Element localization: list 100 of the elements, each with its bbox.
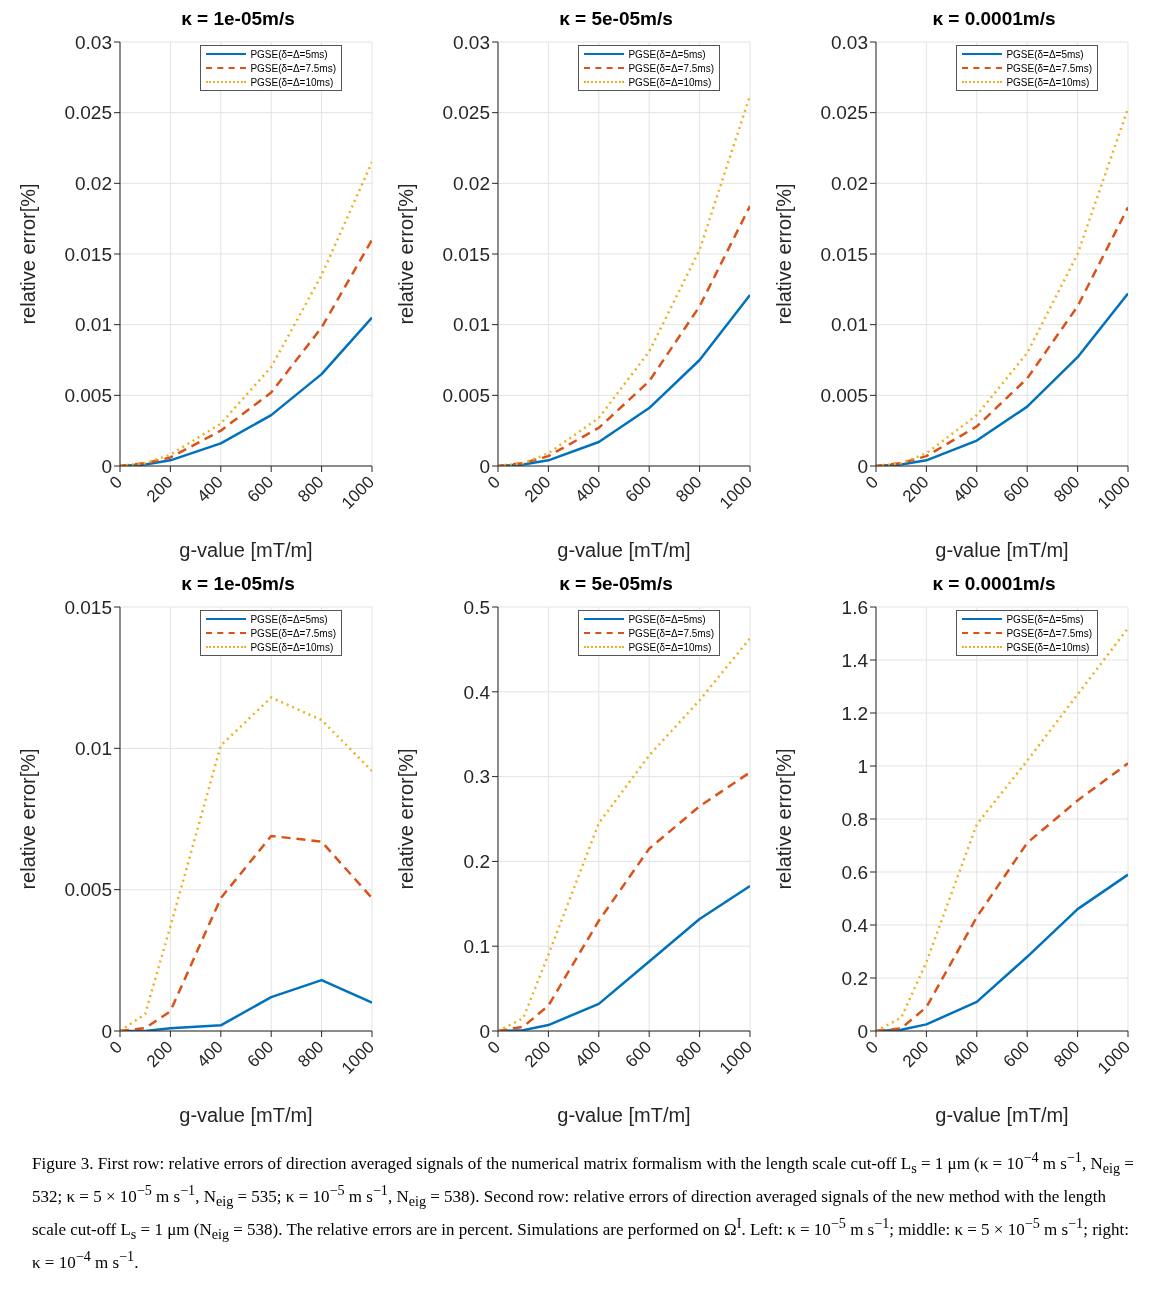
y-tick-label: 0.03 <box>831 31 868 53</box>
x-tick-label: 600 <box>999 472 1034 507</box>
y-tick-label: 0.02 <box>831 173 868 195</box>
legend-label: PGSE(δ=Δ=7.5ms) <box>1006 627 1092 639</box>
y-tick-label: 1.4 <box>841 649 869 671</box>
chart-title: κ = 1e-05m/s <box>181 573 295 594</box>
legend-label: PGSE(δ=Δ=10ms) <box>250 76 334 88</box>
y-tick-label: 0.8 <box>841 808 868 830</box>
legend-label: PGSE(δ=Δ=5ms) <box>628 613 706 625</box>
x-tick-label: 200 <box>142 472 177 507</box>
legend-label: PGSE(δ=Δ=10ms) <box>628 641 712 653</box>
y-tick-label: 0.015 <box>820 243 868 265</box>
x-tick-label: 600 <box>243 1037 278 1072</box>
chart-title: κ = 5e-05m/s <box>559 573 673 594</box>
x-tick-label: 800 <box>672 1037 706 1072</box>
y-axis-title: relative error[%] <box>773 183 796 325</box>
y-tick-label: 0.3 <box>463 766 490 788</box>
chart-title: κ = 1e-05m/s <box>181 8 295 29</box>
y-tick-label: 0 <box>101 1020 112 1042</box>
legend-label: PGSE(δ=Δ=10ms) <box>1006 641 1090 653</box>
legend-label: PGSE(δ=Δ=5ms) <box>1006 48 1084 60</box>
y-axis-title: relative error[%] <box>17 748 40 890</box>
legend-label: PGSE(δ=Δ=5ms) <box>628 48 706 60</box>
x-tick-label: 600 <box>999 1037 1034 1072</box>
x-tick-label: 400 <box>949 472 983 507</box>
x-tick-label: 800 <box>294 472 328 507</box>
legend-label: PGSE(δ=Δ=5ms) <box>250 48 328 60</box>
x-tick-label: 400 <box>571 1037 605 1072</box>
x-axis-title: g-value [mT/m] <box>557 539 691 561</box>
x-tick-label: 200 <box>898 1037 933 1072</box>
x-tick-label: 600 <box>243 472 278 507</box>
x-tick-label: 400 <box>949 1037 983 1072</box>
x-axis-title: g-value [mT/m] <box>557 1104 691 1126</box>
x-tick-label: 200 <box>520 1037 555 1072</box>
legend-label: PGSE(δ=Δ=5ms) <box>1006 613 1084 625</box>
chart-title: κ = 0.0001m/s <box>932 573 1056 594</box>
y-tick-label: 0.015 <box>64 243 112 265</box>
y-tick-label: 0.5 <box>463 596 490 618</box>
y-tick-label: 0 <box>101 455 112 477</box>
x-tick-label: 800 <box>1050 472 1084 507</box>
y-tick-label: 0.03 <box>453 31 490 53</box>
x-axis-title: g-value [mT/m] <box>935 1104 1069 1126</box>
y-tick-label: 0.025 <box>442 102 490 124</box>
y-tick-label: 0.015 <box>64 596 112 618</box>
legend-label: PGSE(δ=Δ=7.5ms) <box>250 62 336 74</box>
y-tick-label: 0.6 <box>841 861 868 883</box>
x-tick-label: 400 <box>193 472 227 507</box>
y-tick-label: 0.03 <box>75 31 112 53</box>
legend-label: PGSE(δ=Δ=10ms) <box>250 641 334 653</box>
x-tick-label: 800 <box>672 472 706 507</box>
x-tick-label: 800 <box>1050 1037 1084 1072</box>
y-tick-label: 0.025 <box>64 102 112 124</box>
legend-label: PGSE(δ=Δ=5ms) <box>250 613 328 625</box>
y-tick-label: 0.2 <box>841 967 868 989</box>
x-axis-title: g-value [mT/m] <box>935 539 1069 561</box>
x-tick-label: 200 <box>898 472 933 507</box>
legend-label: PGSE(δ=Δ=10ms) <box>628 76 712 88</box>
legend-label: PGSE(δ=Δ=10ms) <box>1006 76 1090 88</box>
x-axis-title: g-value [mT/m] <box>179 539 313 561</box>
y-axis-title: relative error[%] <box>17 183 40 325</box>
y-tick-label: 0.4 <box>463 681 491 703</box>
y-tick-label: 0.02 <box>75 173 112 195</box>
chart-title: κ = 0.0001m/s <box>932 8 1056 29</box>
y-axis-title: relative error[%] <box>395 183 418 325</box>
legend-label: PGSE(δ=Δ=7.5ms) <box>1006 62 1092 74</box>
y-tick-label: 0.005 <box>64 385 112 407</box>
y-tick-label: 0.01 <box>75 738 112 760</box>
x-tick-label: 400 <box>193 1037 227 1072</box>
chart-title: κ = 5e-05m/s <box>559 8 673 29</box>
x-tick-label: 800 <box>294 1037 328 1072</box>
x-tick-label: 400 <box>571 472 605 507</box>
text: Figure 3. First row: relative errors of direction averaged signals of the numerical matrix formalism with the length scale cut-off L$_{s}$ = 1 μm (κ = 10$^{−4}$ m s$^{−1}$, N$_{eig}$ = 532; κ = 5 × 10$^{−5}$ m s$^{−1}$, N$_{eig}$ = 535; κ = 10$^{−5}$ m s$^{−1}$, N$_{eig}$ = 538). Second row: relative errors of direction averaged signals of the new method with the length scale cut-off L$_{s}$ = 1 μm (N$_{eig}$ = 538). The relative errors are in percent. Simulations are performed on Ω$^{I}$. Left: κ = 10$^{−5}$ m s$^{−1}$; middle: κ = 5 × 10$^{−5}$ m s$^{−1}$; right: κ = 10$^{−4}$ m s$^{−1}$. <box>32 1149 1134 1272</box>
y-tick-label: 0.2 <box>463 851 490 873</box>
y-tick-label: 0.01 <box>453 314 490 336</box>
x-axis-title: g-value [mT/m] <box>179 1104 313 1126</box>
y-tick-label: 0.01 <box>831 314 868 336</box>
y-tick-label: 0.005 <box>820 385 868 407</box>
y-axis-title: relative error[%] <box>395 748 418 890</box>
x-tick-label: 600 <box>621 1037 656 1072</box>
x-tick-label: 200 <box>142 1037 177 1072</box>
y-tick-label: 0 <box>857 455 868 477</box>
x-tick-label: 200 <box>520 472 555 507</box>
x-tick-label: 600 <box>621 472 656 507</box>
y-tick-label: 0 <box>479 1020 490 1042</box>
y-tick-label: 0.005 <box>64 879 112 901</box>
legend-label: PGSE(δ=Δ=7.5ms) <box>628 62 714 74</box>
y-tick-label: 0.4 <box>841 914 869 936</box>
y-tick-label: 0.02 <box>453 173 490 195</box>
legend-label: PGSE(δ=Δ=7.5ms) <box>628 627 714 639</box>
y-tick-label: 0.025 <box>820 102 868 124</box>
y-tick-label: 0.1 <box>463 935 490 957</box>
y-tick-label: 1.6 <box>841 596 868 618</box>
y-tick-label: 0.005 <box>442 385 490 407</box>
y-tick-label: 0 <box>479 455 490 477</box>
legend-label: PGSE(δ=Δ=7.5ms) <box>250 627 336 639</box>
y-tick-label: 1 <box>857 755 868 777</box>
y-tick-label: 0 <box>857 1020 868 1042</box>
y-axis-title: relative error[%] <box>773 748 796 890</box>
y-tick-label: 0.01 <box>75 314 112 336</box>
y-tick-label: 1.2 <box>841 702 868 724</box>
